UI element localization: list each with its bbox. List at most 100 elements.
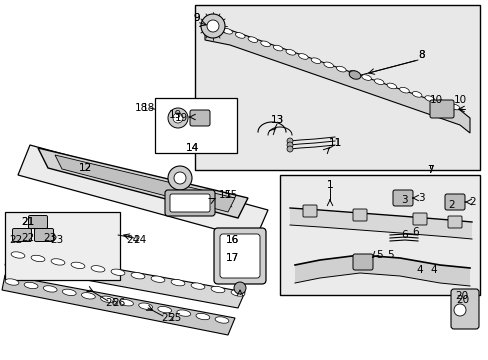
Ellipse shape [361,75,371,80]
Ellipse shape [158,306,171,313]
FancyBboxPatch shape [214,228,265,284]
Ellipse shape [437,100,446,105]
FancyBboxPatch shape [392,190,412,206]
Text: 11: 11 [328,138,341,148]
Text: 14: 14 [185,143,198,153]
Ellipse shape [424,96,434,102]
Ellipse shape [336,66,346,72]
Text: 4: 4 [416,265,423,275]
Text: 3: 3 [400,195,407,205]
Ellipse shape [323,62,333,68]
Ellipse shape [24,282,38,289]
Text: 17: 17 [225,253,238,263]
Ellipse shape [91,266,105,272]
Polygon shape [2,275,235,335]
Text: 22: 22 [9,235,22,245]
Text: 7: 7 [426,165,432,175]
Ellipse shape [211,286,224,293]
Circle shape [173,113,183,123]
Ellipse shape [81,293,95,299]
Polygon shape [204,25,469,133]
FancyBboxPatch shape [13,229,31,242]
Ellipse shape [171,279,184,286]
Ellipse shape [411,91,421,97]
Circle shape [168,166,192,190]
Ellipse shape [223,28,232,34]
Text: 13: 13 [270,115,283,125]
Text: 10: 10 [428,95,442,105]
Ellipse shape [310,58,320,63]
Text: 15: 15 [224,190,238,200]
FancyBboxPatch shape [352,254,372,270]
Ellipse shape [285,49,295,55]
Ellipse shape [120,300,133,306]
Text: 25: 25 [161,313,174,323]
FancyBboxPatch shape [28,216,47,229]
Ellipse shape [386,83,396,89]
Text: 2: 2 [468,197,475,207]
Text: 19: 19 [168,110,181,120]
Bar [280,175,479,295]
FancyBboxPatch shape [352,209,366,221]
FancyBboxPatch shape [164,190,215,216]
Text: 5: 5 [386,250,392,260]
Ellipse shape [11,252,25,258]
Text: 15: 15 [218,190,231,200]
FancyBboxPatch shape [220,234,260,278]
Ellipse shape [215,317,228,323]
Ellipse shape [247,37,257,42]
Text: 10: 10 [453,95,466,105]
Text: 20: 20 [455,295,468,305]
Text: 1: 1 [326,180,333,190]
FancyBboxPatch shape [450,289,478,329]
Polygon shape [5,250,244,308]
Bar [155,98,237,153]
Text: 24: 24 [133,235,146,245]
Text: 7: 7 [426,165,432,175]
Text: 18: 18 [141,103,154,113]
Text: 9: 9 [193,13,200,23]
Ellipse shape [101,296,114,302]
Ellipse shape [131,273,144,279]
Text: 21: 21 [21,217,35,227]
Ellipse shape [5,279,19,285]
Circle shape [286,142,292,148]
Text: 20: 20 [454,291,468,301]
Bar [5,212,120,280]
Text: 9: 9 [193,13,200,23]
Ellipse shape [62,289,76,296]
Ellipse shape [298,54,307,59]
Ellipse shape [231,290,244,296]
Text: 24: 24 [126,235,140,245]
Ellipse shape [348,71,360,79]
Text: 16: 16 [225,235,238,245]
Ellipse shape [151,276,164,282]
Bar [195,5,479,170]
Polygon shape [38,148,247,218]
Circle shape [174,172,185,184]
Text: 18: 18 [135,103,148,113]
Ellipse shape [51,259,65,265]
Ellipse shape [449,104,459,110]
Text: 22: 22 [21,233,35,243]
Text: 23: 23 [50,235,63,245]
FancyBboxPatch shape [303,205,316,217]
Text: 5: 5 [375,250,382,260]
Text: 16: 16 [225,235,238,245]
Text: 8: 8 [418,50,425,60]
Ellipse shape [177,310,190,316]
Text: 6: 6 [401,230,407,240]
Text: 19: 19 [175,113,188,123]
Polygon shape [294,255,469,286]
Text: 4: 4 [429,265,436,275]
Text: 6: 6 [411,227,418,237]
Ellipse shape [71,262,85,269]
Ellipse shape [31,255,45,262]
Ellipse shape [111,269,124,275]
Text: 26: 26 [105,298,119,308]
Text: 21: 21 [21,217,35,227]
Text: 13: 13 [270,115,283,125]
Circle shape [168,108,187,128]
Ellipse shape [43,286,57,292]
Text: 3: 3 [417,193,424,203]
